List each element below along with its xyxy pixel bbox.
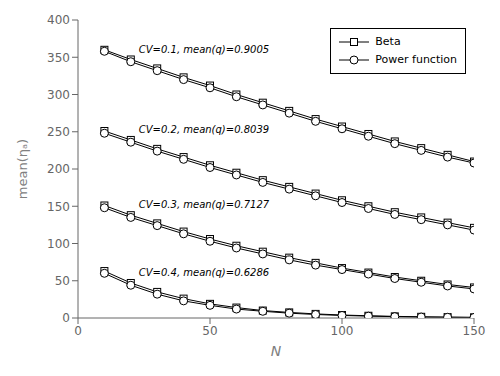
svg-text:300: 300 <box>47 88 70 102</box>
svg-text:0: 0 <box>62 311 70 325</box>
svg-text:50: 50 <box>55 274 70 288</box>
svg-text:350: 350 <box>47 51 70 65</box>
html-text:Beta: Beta <box>375 35 401 48</box>
svg-text:CV=0.2, mean(q)=0.8039: CV=0.2, mean(q)=0.8039 <box>139 124 269 135</box>
svg-text:CV=0.3, mean(q)=0.7127: CV=0.3, mean(q)=0.7127 <box>139 199 270 210</box>
svg-text:100: 100 <box>331 324 354 338</box>
svg-text:150: 150 <box>463 324 486 338</box>
svg-text:mean(ηₐ): mean(ηₐ) <box>15 139 30 199</box>
svg-text:250: 250 <box>47 125 70 139</box>
svg-text:150: 150 <box>47 200 70 214</box>
svg-text:CV=0.4, mean(q)=0.6286: CV=0.4, mean(q)=0.6286 <box>139 267 269 278</box>
svg-text:CV=0.1, mean(q)=0.9005: CV=0.1, mean(q)=0.9005 <box>139 44 269 55</box>
svg-text:N: N <box>271 343 282 359</box>
svg-text:200: 200 <box>47 162 70 176</box>
html-text:Power function: Power function <box>375 53 457 66</box>
svg-text:0: 0 <box>74 324 82 338</box>
svg-text:100: 100 <box>47 237 70 251</box>
svg-text:50: 50 <box>202 324 217 338</box>
svg-text:400: 400 <box>47 13 70 27</box>
